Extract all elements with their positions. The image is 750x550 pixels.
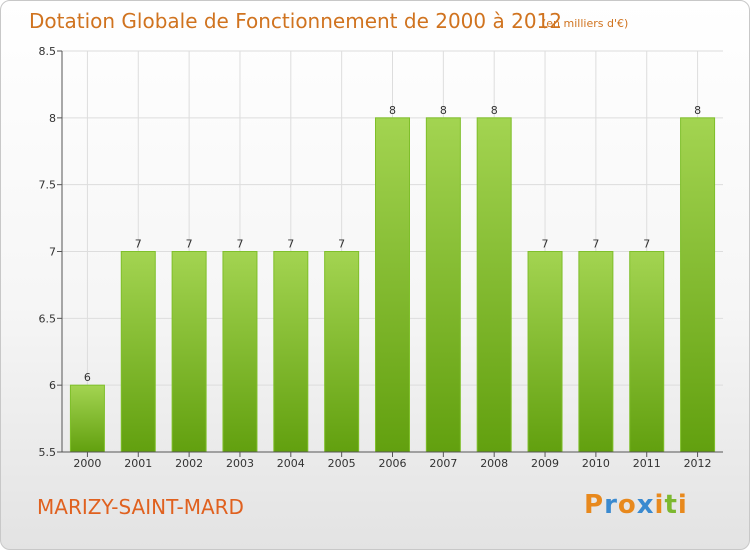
bar bbox=[578, 251, 614, 453]
x-tick-label: 2008 bbox=[480, 457, 508, 470]
bar bbox=[476, 117, 512, 453]
logo-letter: i bbox=[654, 490, 665, 520]
x-tick-label: 2006 bbox=[379, 457, 407, 470]
data-label: 6 bbox=[84, 371, 91, 384]
data-label: 7 bbox=[542, 238, 549, 251]
logo-letter: x bbox=[636, 490, 655, 520]
bar bbox=[629, 251, 665, 453]
y-tick-label: 8 bbox=[49, 112, 56, 125]
bars bbox=[69, 117, 716, 453]
data-label: 7 bbox=[592, 238, 599, 251]
data-label: 7 bbox=[338, 238, 345, 251]
data-label: 7 bbox=[643, 238, 650, 251]
chart-title: Dotation Globale de Fonctionnement de 20… bbox=[29, 9, 562, 33]
x-tick-label: 2002 bbox=[175, 457, 203, 470]
logo-letter: o bbox=[617, 490, 637, 520]
data-label: 7 bbox=[135, 238, 142, 251]
y-tick-label: 6 bbox=[49, 379, 56, 392]
x-tick-label: 2003 bbox=[226, 457, 254, 470]
y-tick-label: 8.5 bbox=[39, 45, 57, 58]
y-tick-label: 6.5 bbox=[39, 312, 57, 325]
data-label: 7 bbox=[186, 238, 193, 251]
x-tick-label: 2000 bbox=[73, 457, 101, 470]
logo-letter: r bbox=[604, 490, 618, 520]
axes bbox=[57, 50, 723, 457]
x-tick-label: 2007 bbox=[429, 457, 457, 470]
data-label: 7 bbox=[287, 238, 294, 251]
bar bbox=[171, 251, 207, 453]
data-label: 7 bbox=[236, 238, 243, 251]
bar bbox=[527, 251, 563, 453]
bar bbox=[324, 251, 360, 453]
chart-unit: (en milliers d'€) bbox=[542, 17, 629, 30]
labels: 5.5 6 6.5 7 7.5 8 8.5 6 2000 7 2001 7 2002 7 2003 7 2004… bbox=[39, 45, 712, 470]
town-name: MARIZY-SAINT-MARD bbox=[37, 495, 244, 519]
x-tick-label: 2004 bbox=[277, 457, 305, 470]
logo-letter: i bbox=[677, 490, 688, 520]
logo-letter: t bbox=[664, 490, 678, 520]
y-tick-label: 5.5 bbox=[39, 446, 57, 459]
x-tick-label: 2009 bbox=[531, 457, 559, 470]
x-tick-label: 2010 bbox=[582, 457, 610, 470]
x-tick-label: 2012 bbox=[684, 457, 712, 470]
y-tick-label: 7.5 bbox=[39, 179, 57, 192]
bar bbox=[273, 251, 309, 453]
bar bbox=[222, 251, 258, 453]
x-tick-label: 2001 bbox=[124, 457, 152, 470]
proxiti-logo: Proxiti bbox=[584, 490, 688, 520]
x-tick-label: 2005 bbox=[328, 457, 356, 470]
data-label: 8 bbox=[491, 104, 498, 117]
bar bbox=[375, 117, 410, 453]
data-label: 8 bbox=[440, 104, 447, 117]
bar bbox=[120, 251, 156, 453]
bar bbox=[680, 117, 716, 453]
bar bbox=[425, 117, 461, 453]
logo-letter: P bbox=[584, 490, 605, 520]
y-tick-label: 7 bbox=[49, 246, 56, 259]
data-label: 8 bbox=[694, 104, 701, 117]
x-tick-label: 2011 bbox=[633, 457, 661, 470]
data-label: 8 bbox=[389, 104, 396, 117]
bar bbox=[69, 384, 105, 453]
